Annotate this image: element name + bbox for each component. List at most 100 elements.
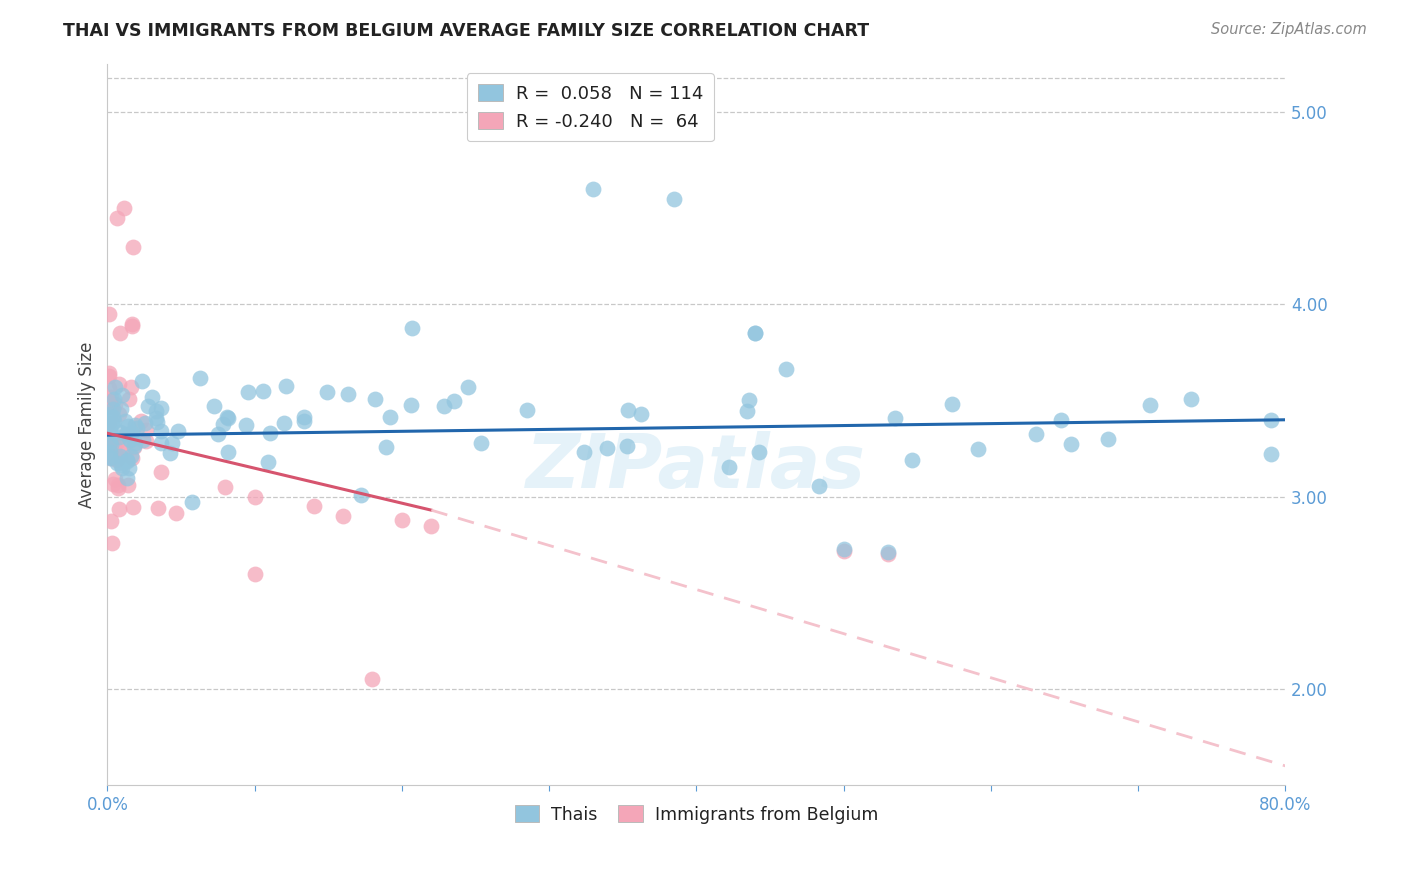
Point	[97, 449, 120, 463]
Point	[118, 461, 141, 475]
Point	[1025, 427, 1047, 442]
Point	[337, 387, 360, 401]
Point	[582, 182, 605, 196]
Point	[107, 430, 129, 444]
Point	[100, 514, 122, 528]
Point	[110, 402, 132, 417]
Point	[1260, 413, 1282, 427]
Point	[616, 439, 638, 453]
Point	[876, 545, 898, 559]
Point	[292, 409, 315, 424]
Point	[217, 410, 239, 425]
Point	[124, 439, 146, 453]
Point	[574, 445, 596, 459]
Point	[100, 450, 122, 465]
Point	[149, 425, 172, 439]
Point	[1260, 447, 1282, 461]
Point	[111, 445, 134, 459]
Point	[114, 414, 136, 428]
Point	[243, 490, 266, 504]
Point	[748, 445, 770, 459]
Point	[1180, 392, 1202, 406]
Point	[97, 381, 120, 395]
Point	[120, 432, 142, 446]
Point	[97, 366, 120, 380]
Point	[302, 500, 325, 514]
Point	[259, 425, 281, 440]
Text: THAI VS IMMIGRANTS FROM BELGIUM AVERAGE FAMILY SIZE CORRELATION CHART: THAI VS IMMIGRANTS FROM BELGIUM AVERAGE …	[63, 22, 869, 40]
Point	[217, 445, 239, 459]
Point	[274, 379, 297, 393]
Point	[212, 417, 235, 431]
Point	[876, 547, 898, 561]
Point	[145, 404, 167, 418]
Point	[110, 458, 132, 472]
Point	[207, 427, 229, 442]
Point	[273, 417, 295, 431]
Point	[901, 452, 924, 467]
Point	[120, 380, 142, 394]
Point	[108, 326, 131, 341]
Point	[97, 400, 120, 414]
Point	[112, 201, 135, 215]
Point	[97, 368, 120, 383]
Point	[832, 543, 855, 558]
Point	[188, 370, 211, 384]
Point	[165, 506, 187, 520]
Point	[108, 407, 131, 421]
Point	[457, 380, 479, 394]
Point	[97, 396, 120, 410]
Point	[101, 442, 124, 456]
Point	[125, 421, 148, 435]
Point	[401, 321, 423, 335]
Point	[121, 317, 143, 331]
Point	[107, 478, 129, 492]
Point	[718, 459, 741, 474]
Point	[105, 211, 128, 225]
Point	[1139, 398, 1161, 412]
Point	[744, 326, 766, 341]
Point	[105, 450, 128, 464]
Point	[124, 417, 146, 432]
Point	[121, 450, 143, 465]
Point	[145, 410, 167, 425]
Point	[202, 399, 225, 413]
Point	[181, 495, 204, 509]
Y-axis label: Average Family Size: Average Family Size	[79, 342, 96, 508]
Point	[120, 450, 142, 464]
Point	[146, 415, 169, 429]
Point	[117, 470, 139, 484]
Point	[103, 392, 125, 406]
Point	[103, 380, 125, 394]
Point	[884, 411, 907, 425]
Point	[103, 439, 125, 453]
Point	[391, 513, 413, 527]
Point	[118, 392, 141, 406]
Point	[148, 501, 170, 516]
Point	[350, 488, 373, 502]
Point	[111, 388, 134, 402]
Point	[141, 390, 163, 404]
Point	[101, 409, 124, 424]
Point	[107, 481, 129, 495]
Point	[121, 425, 143, 440]
Point	[105, 453, 128, 467]
Point	[150, 401, 173, 415]
Point	[1097, 433, 1119, 447]
Point	[150, 466, 173, 480]
Point	[135, 434, 157, 449]
Point	[98, 425, 121, 439]
Point	[150, 435, 173, 450]
Point	[122, 240, 145, 254]
Point	[105, 456, 128, 470]
Point	[217, 411, 239, 425]
Point	[98, 444, 121, 458]
Point	[97, 416, 120, 430]
Point	[380, 409, 402, 424]
Point	[120, 433, 142, 447]
Point	[97, 444, 120, 458]
Point	[616, 402, 638, 417]
Point	[107, 434, 129, 449]
Point	[214, 480, 236, 494]
Point	[252, 384, 274, 398]
